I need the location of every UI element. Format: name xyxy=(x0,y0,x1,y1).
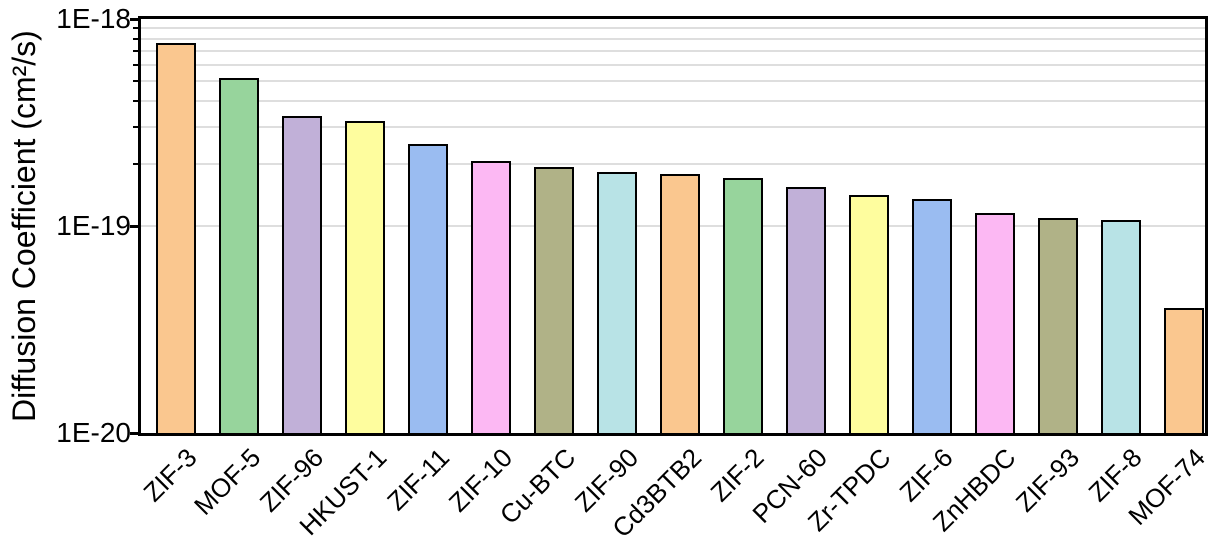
gridline xyxy=(141,27,1205,30)
bar-Cd3BTB2 xyxy=(659,174,700,433)
bar-HKUST-1 xyxy=(344,121,385,433)
bar-Cu-BTC xyxy=(533,166,574,433)
y-axis-major-tick xyxy=(130,17,138,21)
y-axis-minor-tick xyxy=(133,100,138,103)
gridline xyxy=(141,162,1205,165)
bar-ZIF-90 xyxy=(596,172,637,433)
y-axis-major-tick xyxy=(130,431,138,435)
y-tick-label-1E-18: 1E-18 xyxy=(56,3,131,34)
gridline xyxy=(141,126,1205,129)
gridline xyxy=(141,63,1205,66)
bar-ZIF-10 xyxy=(470,161,511,433)
y-axis-minor-tick xyxy=(133,126,138,129)
x-tick-label-ZIF-93: ZIF-93 xyxy=(1009,442,1086,518)
bar-Zr-TPDC xyxy=(848,195,889,433)
y-axis-minor-tick xyxy=(133,80,138,83)
gridline xyxy=(141,80,1205,83)
y-tick-label-1E-19: 1E-19 xyxy=(56,210,131,241)
y-axis-minor-tick xyxy=(133,38,138,41)
y-tick-label-1E-20: 1E-20 xyxy=(56,417,131,448)
bar-PCN-60 xyxy=(785,186,826,433)
bar-ZnHBDC xyxy=(974,212,1015,433)
y-axis-major-tick xyxy=(130,224,138,228)
bar-ZIF-96 xyxy=(281,115,322,433)
bar-MOF-5 xyxy=(218,77,259,433)
gridline xyxy=(141,38,1205,41)
y-axis-title: Diffusion Coefficient (cm²/s) xyxy=(6,30,42,422)
bar-ZIF-11 xyxy=(407,143,448,433)
bar-ZIF-93 xyxy=(1037,218,1078,433)
x-tick-label-ZIF-11: ZIF-11 xyxy=(381,442,456,517)
bar-ZIF-3 xyxy=(155,42,196,433)
y-axis-minor-tick xyxy=(133,162,138,165)
gridline xyxy=(141,50,1205,53)
x-tick-label-MOF-5: MOF-5 xyxy=(187,442,267,521)
gridline xyxy=(141,100,1205,103)
y-axis-minor-tick xyxy=(133,50,138,53)
bar-ZIF-8 xyxy=(1100,219,1141,433)
y-axis-minor-tick xyxy=(133,27,138,30)
bar-ZIF-6 xyxy=(911,199,952,433)
bar-MOF-74 xyxy=(1163,308,1204,433)
plot-area xyxy=(138,16,1208,436)
bar-ZIF-2 xyxy=(722,177,763,433)
y-axis-minor-tick xyxy=(133,63,138,66)
